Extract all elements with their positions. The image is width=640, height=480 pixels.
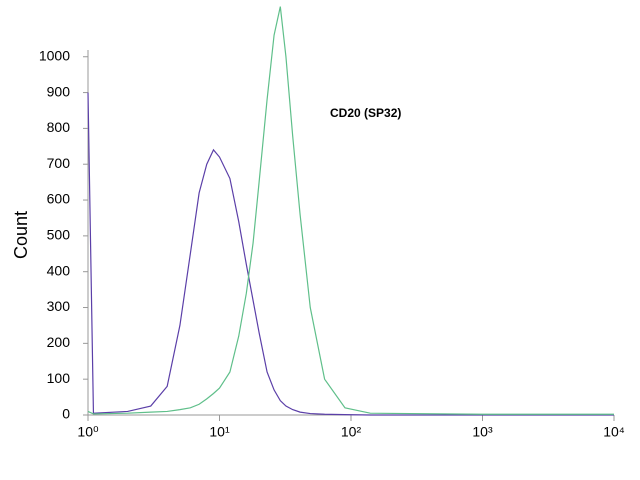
x-tick-label: 10³ xyxy=(472,424,493,440)
y-tick-label: 900 xyxy=(47,83,71,99)
y-tick-label: 500 xyxy=(47,227,71,243)
y-tick-label: 100 xyxy=(47,370,71,386)
x-tick-label: 10² xyxy=(341,424,362,440)
y-tick-label: 200 xyxy=(47,334,71,350)
series-line xyxy=(87,92,614,416)
y-tick-label: 1000 xyxy=(39,47,70,63)
annotation: CD20 (SP32) xyxy=(330,106,401,120)
x-tick-label: 10⁴ xyxy=(603,424,625,440)
y-tick-label: 300 xyxy=(47,298,71,314)
y-tick-label: 600 xyxy=(47,191,71,207)
series-line xyxy=(87,6,614,415)
y-tick-label: 400 xyxy=(47,262,71,278)
y-tick-label: 700 xyxy=(47,155,71,171)
y-axis-label: Count xyxy=(11,211,31,259)
x-tick-label: 10¹ xyxy=(209,424,230,440)
x-tick-label: 10⁰ xyxy=(77,424,99,440)
y-tick-label: 0 xyxy=(62,406,70,422)
y-tick-label: 800 xyxy=(47,119,71,135)
